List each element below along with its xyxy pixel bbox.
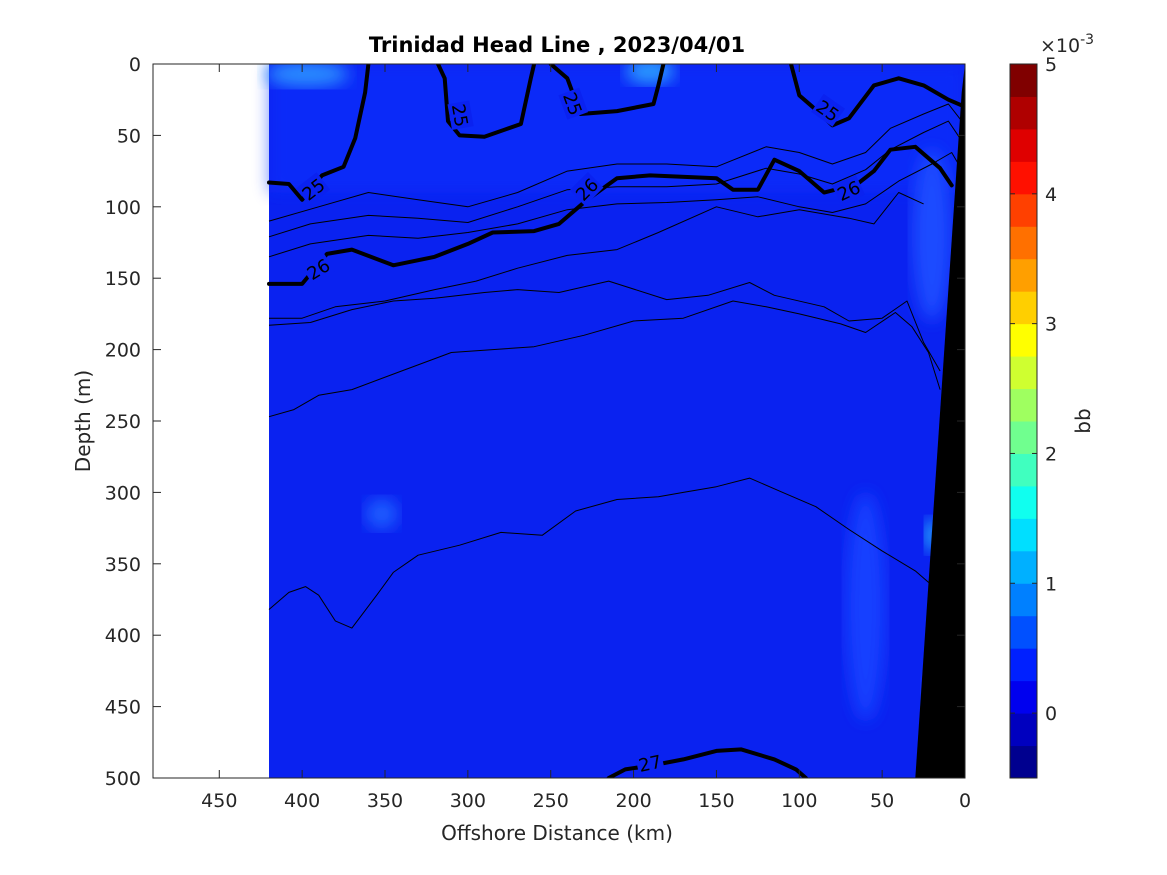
contour-label-text: 25 <box>447 102 472 128</box>
isopycnal-25 <box>267 64 371 202</box>
colorbar-segment <box>1010 518 1037 552</box>
colorbar-label: bb <box>1071 408 1095 433</box>
chart-title: Trinidad Head Line , 2023/04/01 <box>369 33 745 57</box>
colorbar-tick-label: 0 <box>1045 703 1057 725</box>
isopycnal-thin <box>268 103 963 222</box>
y-tick-label: 50 <box>117 125 141 147</box>
bb-patch <box>911 149 952 322</box>
colorbar-tick-label: 4 <box>1045 184 1057 206</box>
colorbar-tick-label: 5 <box>1045 54 1057 76</box>
surface-band <box>269 64 965 193</box>
colorbar-frame <box>1009 63 1038 779</box>
x-axis-title: Offshore Distance (km) <box>441 821 673 845</box>
contour-label-27: 27 <box>634 749 665 777</box>
x-tick-label: 50 <box>870 790 894 812</box>
y-tick-label: 400 <box>105 625 141 647</box>
x-tick-label: 200 <box>615 790 651 812</box>
y-tick-label: 300 <box>105 482 141 504</box>
y-axis: 0 50 100 150 200 250 300 350 400 450 500 <box>105 54 965 790</box>
bb-patch <box>625 64 675 84</box>
y-tick-label: 450 <box>105 697 141 719</box>
colorbar-segment <box>1010 713 1037 747</box>
colorbar-exponent: ×10-3 <box>1040 32 1094 57</box>
x-tick-label: 250 <box>533 790 569 812</box>
x-tick-label: 150 <box>698 790 734 812</box>
contour-lines <box>267 64 965 778</box>
y-tick-label: 150 <box>105 268 141 290</box>
colorbar-segment <box>1010 323 1037 357</box>
y-tick-label: 100 <box>105 197 141 219</box>
contour-label-26: 26 <box>832 174 866 206</box>
isopycnal-thin <box>269 192 924 319</box>
colorbar-segment <box>1010 96 1037 130</box>
bb-patch <box>365 498 399 530</box>
colorbar-segment <box>1010 453 1037 487</box>
isopycnal-26 <box>267 144 954 286</box>
isopycnal-thin <box>268 477 941 629</box>
colorbar-segment <box>1010 356 1037 390</box>
isopycnal-thin <box>268 152 959 258</box>
colorbar-segment <box>1010 291 1037 325</box>
colorbar-segment <box>1010 64 1037 97</box>
x-tick-label: 400 <box>284 790 320 812</box>
colorbar-tick-label: 2 <box>1045 443 1057 465</box>
colorbar-segment <box>1010 680 1037 714</box>
colorbar-segment <box>1010 128 1037 162</box>
colorbar-segment <box>1010 745 1037 779</box>
isopycnal-25 <box>789 64 965 128</box>
x-tick-label: 0 <box>959 790 971 812</box>
colorbar-tick-label: 1 <box>1045 573 1057 595</box>
y-tick-label: 0 <box>129 54 141 76</box>
colorbar-segment <box>1010 550 1037 584</box>
bb-patch <box>265 64 349 87</box>
y-tick-label: 500 <box>105 768 141 790</box>
isopycnal-25 <box>548 64 666 116</box>
colorbar-segment <box>1010 258 1037 292</box>
y-tick-label: 200 <box>105 340 141 362</box>
x-tick-label: 300 <box>450 790 486 812</box>
colorbar: 0 1 2 3 4 5 <box>1009 54 1057 779</box>
colorbar-segment <box>1010 648 1037 682</box>
colorbar-segment <box>1010 583 1037 617</box>
contour-label-text: 27 <box>637 752 664 777</box>
isopycnal-thin <box>268 120 961 238</box>
colorbar-tick-label: 3 <box>1045 314 1057 336</box>
x-tick-label: 450 <box>201 790 237 812</box>
colorbar-segment <box>1010 485 1037 519</box>
isopycnal-27 <box>606 747 808 778</box>
colorbar-segment <box>1010 226 1037 260</box>
isopycnal-25 <box>436 64 537 139</box>
contour-label-25: 25 <box>447 100 474 130</box>
colorbar-segment <box>1010 161 1037 195</box>
x-axis: 450 400 350 300 250 200 150 100 50 0 <box>201 64 971 812</box>
bb-patch <box>845 492 886 721</box>
x-tick-label: 100 <box>781 790 817 812</box>
isopycnal-thin <box>268 300 941 418</box>
isopycnal-thin <box>268 280 941 372</box>
y-tick-label: 250 <box>105 411 141 433</box>
colorbar-segment <box>1010 193 1037 227</box>
colorbar-segment <box>1010 615 1037 649</box>
colorbar-segment <box>1010 388 1037 422</box>
data-field <box>265 64 965 778</box>
bathymetry <box>915 64 965 778</box>
y-tick-label: 350 <box>105 554 141 576</box>
y-axis-title: Depth (m) <box>71 370 95 472</box>
x-tick-label: 350 <box>367 790 403 812</box>
colorbar-segment <box>1010 421 1037 454</box>
